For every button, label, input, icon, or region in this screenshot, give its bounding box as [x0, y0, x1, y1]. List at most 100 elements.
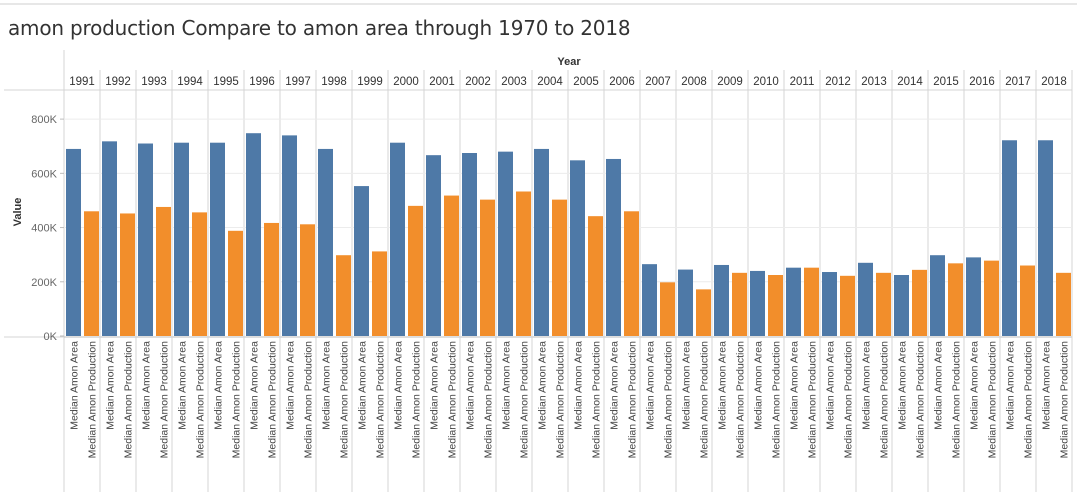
year-label: 1993	[141, 76, 167, 88]
bar-area-1995	[210, 142, 225, 336]
category-label: Median Amon Area	[789, 341, 801, 430]
y-tick-label: 600K	[31, 168, 57, 180]
category-label: Median Amon Production	[699, 341, 711, 458]
year-label: 1995	[213, 76, 239, 88]
category-label: Median Amon Area	[861, 341, 873, 430]
bar-area-2009	[714, 264, 729, 336]
bar-area-2014	[894, 275, 909, 336]
category-label: Median Amon Area	[105, 341, 117, 430]
category-label: Median Amon Production	[159, 341, 171, 458]
year-label: 1997	[285, 76, 311, 88]
bar-area-2017	[1002, 140, 1017, 336]
bar-production-1994	[192, 212, 207, 336]
bar-production-2008	[696, 289, 711, 336]
bar-production-1992	[120, 213, 135, 336]
bar-production-2012	[840, 275, 855, 336]
bar-production-2002	[480, 199, 495, 336]
year-label: 2016	[969, 76, 995, 88]
bar-production-2005	[588, 216, 603, 336]
category-label: Median Amon Production	[123, 341, 135, 458]
year-label: 2011	[790, 76, 815, 88]
year-label: 2013	[861, 76, 887, 88]
year-label: 1996	[249, 76, 275, 88]
bar-area-2004	[534, 148, 549, 336]
category-label: Median Amon Production	[87, 341, 99, 458]
category-label: Median Amon Area	[609, 341, 621, 430]
bar-production-2015	[948, 263, 963, 336]
year-label: 2005	[573, 76, 599, 88]
bar-area-2005	[570, 160, 585, 336]
bar-area-1996	[246, 133, 261, 336]
chart-frame	[0, 3, 1077, 492]
bar-production-1999	[372, 251, 387, 336]
bar-production-2001	[444, 195, 459, 336]
year-label: 2008	[681, 76, 707, 88]
category-label: Median Amon Production	[195, 341, 207, 458]
year-label: 2000	[393, 76, 419, 88]
year-label: 1991	[69, 76, 95, 88]
bar-area-2010	[750, 270, 765, 336]
y-tick-label: 400K	[31, 223, 57, 235]
category-label: Median Amon Area	[285, 341, 297, 430]
category-labels: Median Amon Area Median Amon Production Me…	[69, 341, 1071, 458]
bar-production-2004	[552, 199, 567, 336]
bar-area-2002	[462, 153, 477, 336]
bar-area-1997	[282, 135, 297, 336]
year-label: 2003	[501, 76, 527, 88]
category-label: Median Amon Production	[843, 341, 855, 458]
bar-production-1998	[336, 255, 351, 336]
bar-area-2001	[426, 155, 441, 336]
category-label: Median Amon Area	[645, 341, 657, 430]
bar-area-2008	[678, 269, 693, 336]
year-label: 2007	[645, 76, 671, 88]
bar-production-1997	[300, 224, 315, 336]
year-label: 1999	[357, 76, 383, 88]
y-tick-label: 200K	[31, 277, 57, 289]
category-label: Median Amon Production	[555, 341, 567, 458]
bar-area-2018	[1038, 140, 1053, 336]
bar-area-1991	[66, 148, 81, 336]
category-label: Median Amon Area	[141, 341, 153, 430]
y-axis-title: Value	[12, 198, 24, 227]
category-label: Median Amon Area	[465, 341, 477, 430]
bar-area-2006	[606, 158, 621, 336]
bar-production-2010	[768, 275, 783, 336]
year-label: 2006	[609, 76, 635, 88]
bar-production-1996	[264, 222, 279, 336]
bar-production-2009	[732, 272, 747, 336]
y-tick-label: 800K	[31, 114, 57, 126]
bar-production-2006	[624, 211, 639, 336]
category-label: Median Amon Production	[987, 341, 999, 458]
year-label: 1998	[321, 76, 347, 88]
bar-area-1999	[354, 186, 369, 336]
y-axis: 0K 200K 400K 600K 800K	[31, 114, 64, 343]
year-label: 1992	[105, 76, 131, 88]
category-label: Median Amon Production	[231, 341, 243, 458]
year-label: 2002	[465, 76, 491, 88]
year-label: 2017	[1005, 76, 1031, 88]
category-label: Median Amon Production	[411, 341, 423, 458]
bar-production-1995	[228, 230, 243, 336]
category-label: Median Amon Area	[537, 341, 549, 430]
category-label: Median Amon Production	[375, 341, 387, 458]
category-label: Median Amon Production	[771, 341, 783, 458]
category-label: Median Amon Production	[267, 341, 279, 458]
bar-area-2015	[930, 255, 945, 336]
category-label: Median Amon Area	[429, 341, 441, 430]
category-label: Median Amon Production	[447, 341, 459, 458]
category-label: Median Amon Production	[735, 341, 747, 458]
category-label: Median Amon Production	[807, 341, 819, 458]
bar-production-1993	[156, 206, 171, 336]
bar-area-1998	[318, 148, 333, 336]
category-label: Median Amon Area	[897, 341, 909, 430]
category-label: Median Amon Area	[321, 341, 333, 430]
category-label: Median Amon Area	[969, 341, 981, 430]
category-label: Median Amon Area	[393, 341, 405, 430]
category-label: Median Amon Production	[951, 341, 963, 458]
category-label: Median Amon Area	[717, 341, 729, 430]
category-label: Median Amon Area	[1041, 341, 1053, 430]
bar-production-2003	[516, 191, 531, 336]
year-label: 2015	[933, 76, 959, 88]
year-label: 2014	[897, 76, 923, 88]
category-label: Median Amon Production	[627, 341, 639, 458]
